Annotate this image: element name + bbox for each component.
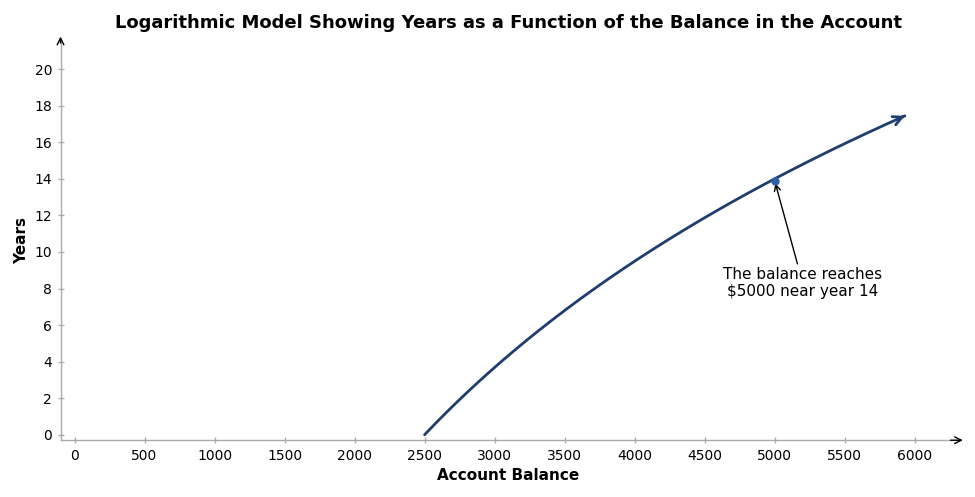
Text: The balance reaches
$5000 near year 14: The balance reaches $5000 near year 14 — [723, 185, 882, 299]
Y-axis label: Years: Years — [14, 218, 29, 264]
Title: Logarithmic Model Showing Years as a Function of the Balance in the Account: Logarithmic Model Showing Years as a Fun… — [115, 14, 902, 32]
X-axis label: Account Balance: Account Balance — [438, 468, 580, 483]
